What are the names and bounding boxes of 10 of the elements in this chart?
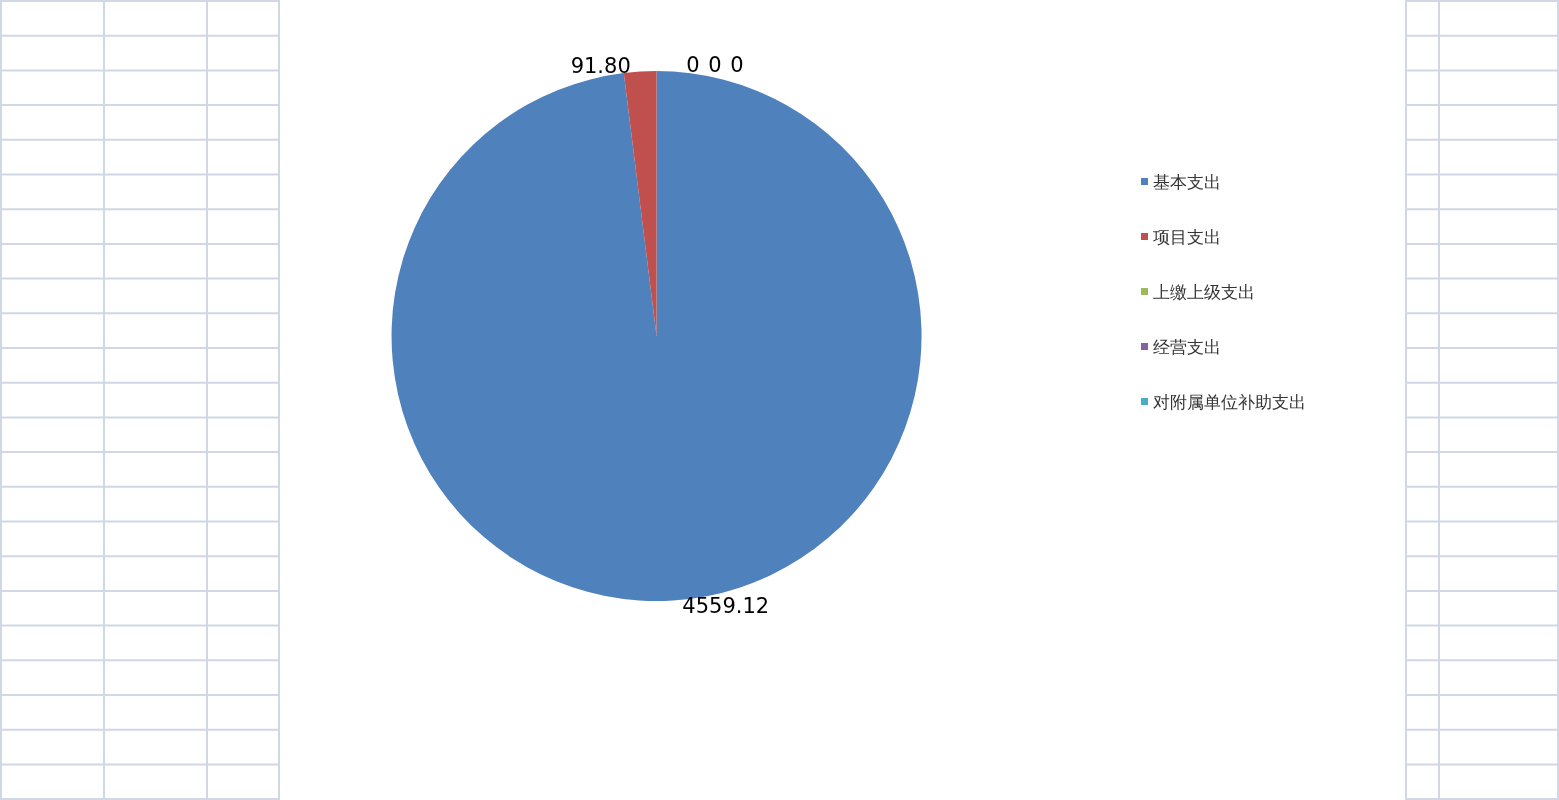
text: 0: [708, 53, 722, 77]
legend-label: 对附属单位补助支出: [1153, 391, 1306, 412]
legend-label: 经营支出: [1153, 336, 1221, 357]
legend-label: 基本支出: [1153, 171, 1221, 192]
text: 0: [686, 53, 700, 77]
data-label: 4559.12: [682, 594, 770, 619]
text: 0: [730, 53, 744, 77]
legend-label: 项目支出: [1153, 226, 1221, 247]
legend-label: 上缴上级支出: [1153, 281, 1255, 302]
data-label: 91.80: [570, 53, 631, 78]
